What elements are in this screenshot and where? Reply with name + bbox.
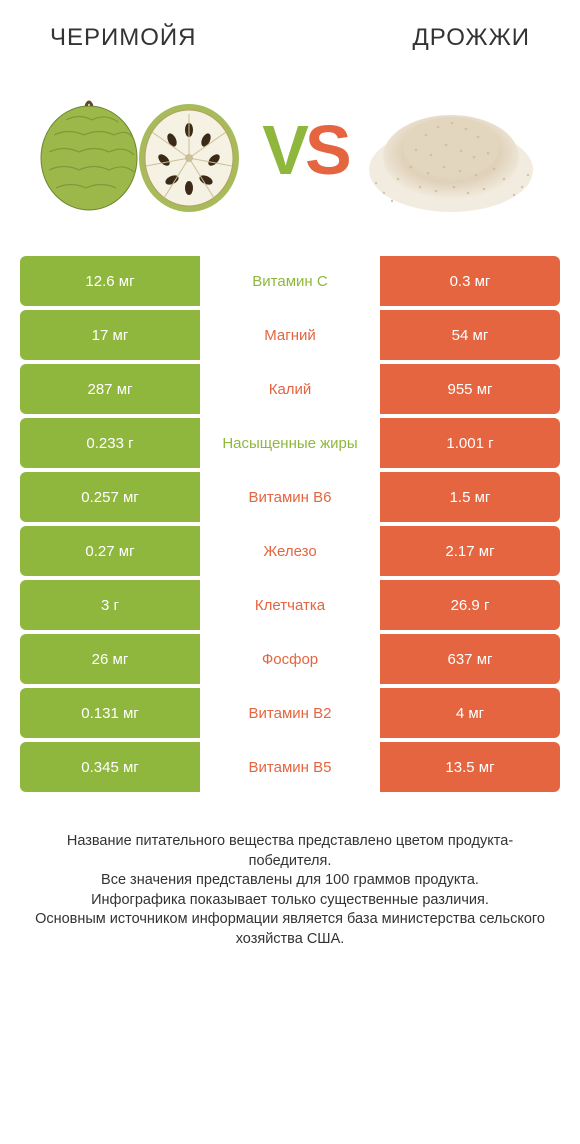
right-value: 26.9 г: [380, 580, 560, 630]
nutrient-row: 0.131 мгВитамин B24 мг: [20, 688, 560, 738]
left-value: 287 мг: [20, 364, 200, 414]
footer-notes: Название питательного вещества представл…: [20, 832, 560, 949]
nutrient-row: 17 мгМагний54 мг: [20, 310, 560, 360]
nutrient-row: 0.27 мгЖелезо2.17 мг: [20, 526, 560, 576]
left-food-title: ЧЕРИМОЙЯ: [50, 24, 197, 52]
left-value: 0.131 мг: [20, 688, 200, 738]
nutrient-row: 3 гКлетчатка26.9 г: [20, 580, 560, 630]
left-value: 3 г: [20, 580, 200, 630]
nutrient-name: Железо: [200, 526, 380, 576]
nutrient-name: Клетчатка: [200, 580, 380, 630]
nutrient-name: Витамин B2: [200, 688, 380, 738]
nutrient-name: Насыщенные жиры: [200, 418, 380, 468]
comparison-table: 12.6 мгВитамин C0.3 мг17 мгМагний54 мг28…: [20, 256, 560, 792]
nutrient-row: 287 мгКалий955 мг: [20, 364, 560, 414]
nutrient-row: 26 мгФосфор637 мг: [20, 634, 560, 684]
nutrient-name: Калий: [200, 364, 380, 414]
nutrient-name: Витамин B6: [200, 472, 380, 522]
footer-line: Название питательного вещества представл…: [30, 832, 550, 871]
left-value: 0.257 мг: [20, 472, 200, 522]
nutrient-row: 0.257 мгВитамин B61.5 мг: [20, 472, 560, 522]
vs-v: V: [262, 111, 305, 189]
footer-line: Инфографика показывает только существенн…: [30, 891, 550, 911]
left-value: 0.27 мг: [20, 526, 200, 576]
left-value: 0.345 мг: [20, 742, 200, 792]
right-value: 2.17 мг: [380, 526, 560, 576]
nutrient-name: Магний: [200, 310, 380, 360]
nutrient-row: 0.233 гНасыщенные жиры1.001 г: [20, 418, 560, 468]
right-value: 955 мг: [380, 364, 560, 414]
right-value: 54 мг: [380, 310, 560, 360]
vs-label: VS: [262, 115, 347, 185]
yeast-image: [356, 75, 546, 225]
nutrient-name: Витамин B5: [200, 742, 380, 792]
nutrient-row: 0.345 мгВитамин B513.5 мг: [20, 742, 560, 792]
hero-row: VS: [20, 70, 560, 230]
footer-line: Основным источником информации является …: [30, 910, 550, 949]
footer-line: Все значения представлены для 100 граммо…: [30, 871, 550, 891]
nutrient-name: Фосфор: [200, 634, 380, 684]
left-value: 0.233 г: [20, 418, 200, 468]
right-value: 637 мг: [380, 634, 560, 684]
right-value: 13.5 мг: [380, 742, 560, 792]
nutrient-name: Витамин C: [200, 256, 380, 306]
titles-row: ЧЕРИМОЙЯ ДРОЖЖИ: [20, 24, 560, 52]
right-value: 0.3 мг: [380, 256, 560, 306]
right-value: 1.5 мг: [380, 472, 560, 522]
left-value: 26 мг: [20, 634, 200, 684]
right-value: 4 мг: [380, 688, 560, 738]
right-food-title: ДРОЖЖИ: [413, 24, 530, 52]
right-value: 1.001 г: [380, 418, 560, 468]
vs-s: S: [305, 111, 348, 189]
left-value: 17 мг: [20, 310, 200, 360]
left-value: 12.6 мг: [20, 256, 200, 306]
nutrient-row: 12.6 мгВитамин C0.3 мг: [20, 256, 560, 306]
cherimoya-image: [34, 80, 254, 220]
